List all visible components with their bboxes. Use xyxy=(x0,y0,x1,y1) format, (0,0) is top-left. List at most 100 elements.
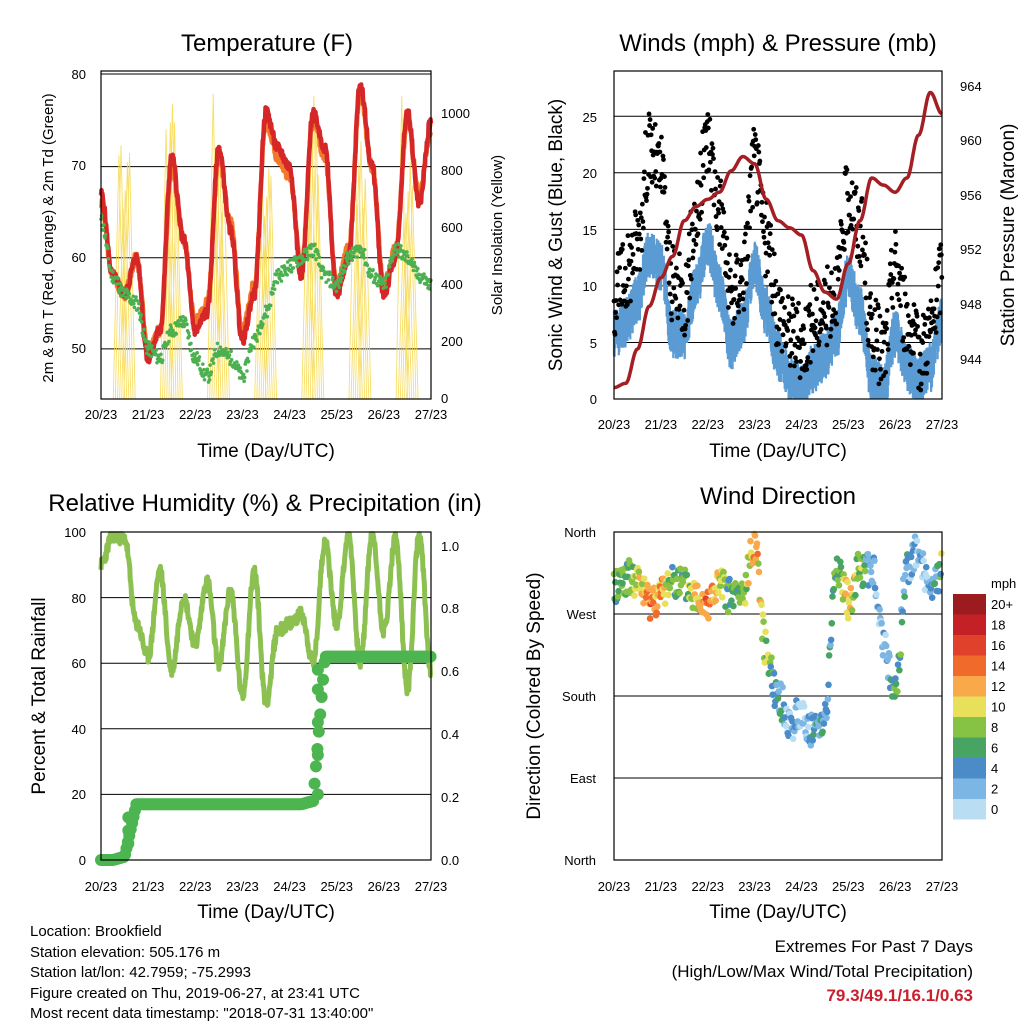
dewpoint-point xyxy=(393,243,397,247)
gust-point xyxy=(715,207,721,212)
dewpoint-point xyxy=(350,246,355,251)
dewpoint-point xyxy=(361,252,366,257)
direction-point xyxy=(847,584,855,592)
dewpoint-point xyxy=(102,223,106,227)
legend-swatch xyxy=(953,635,986,656)
gust-point xyxy=(787,362,793,368)
direction-point xyxy=(640,599,647,607)
winds-plot-area xyxy=(611,90,945,399)
dewpoint-point xyxy=(289,270,294,274)
dewpoint-point xyxy=(337,272,342,277)
dewpoint-point xyxy=(344,250,349,255)
direction-point xyxy=(743,585,750,593)
dewpoint-point xyxy=(154,348,159,352)
dewpoint-point xyxy=(373,275,378,280)
legend-swatch xyxy=(953,594,986,615)
gust-point xyxy=(849,180,855,186)
dewpoint-point xyxy=(331,275,335,280)
direction-point xyxy=(834,576,841,584)
dewpoint-point xyxy=(314,257,318,262)
gust-point xyxy=(891,276,897,282)
dewpoint-point xyxy=(189,341,193,346)
y-tick: South xyxy=(562,689,596,704)
dewpoint-point xyxy=(146,347,150,352)
gust-point xyxy=(867,295,873,300)
y-tick: 15 xyxy=(583,223,597,238)
gust-point xyxy=(794,309,800,315)
gust-point xyxy=(765,240,771,246)
direction-x-label: Time (Day/UTC) xyxy=(709,902,847,923)
gust-point xyxy=(626,276,631,282)
gust-point xyxy=(669,317,675,323)
legend-label: 8 xyxy=(991,720,998,735)
dewpoint-point xyxy=(339,280,343,284)
dewpoint-point xyxy=(345,253,350,258)
dewpoint-point xyxy=(111,281,116,285)
gust-point xyxy=(636,231,642,237)
gust-point xyxy=(719,246,725,252)
temperature-y-label-right: Solar Insolation (Yellow) xyxy=(489,155,506,315)
gust-point xyxy=(720,233,726,239)
gust-point xyxy=(935,265,941,270)
x-tick: 20/23 xyxy=(85,407,118,422)
gust-point xyxy=(790,328,796,334)
gust-point xyxy=(637,267,643,272)
gust-point xyxy=(804,367,810,372)
gust-point xyxy=(664,246,670,252)
dewpoint-point xyxy=(174,332,179,336)
dewpoint-point xyxy=(160,358,165,363)
gust-point xyxy=(660,153,666,159)
extremes-heading: Extremes For Past 7 Days xyxy=(774,937,973,956)
gust-point xyxy=(920,340,926,346)
gust-point xyxy=(649,179,655,185)
gust-point xyxy=(776,326,782,332)
direction-point xyxy=(848,606,856,614)
gust-point xyxy=(792,363,797,369)
gust-point xyxy=(687,295,693,301)
gust-point xyxy=(931,319,936,324)
dewpoint-point xyxy=(201,362,205,366)
x-tick: 23/23 xyxy=(738,879,771,894)
gust-point xyxy=(841,247,847,252)
dewpoint-point xyxy=(305,250,309,254)
gust-point xyxy=(623,283,629,289)
y-tick-right: 0 xyxy=(441,391,448,406)
dewpoint-point xyxy=(315,249,320,253)
gust-point xyxy=(736,297,742,303)
gust-point xyxy=(813,318,819,324)
gust-point xyxy=(680,280,685,286)
dewpoint-point xyxy=(242,375,247,380)
gust-point xyxy=(659,134,664,140)
dewpoint-point xyxy=(159,352,163,357)
dewpoint-point xyxy=(101,228,106,232)
temperature-x-label: Time (Day/UTC) xyxy=(197,441,335,462)
series-station-pressure xyxy=(613,90,943,390)
gust-point xyxy=(835,276,841,282)
dewpoint-point xyxy=(169,325,173,330)
direction-point xyxy=(716,582,724,590)
y-tick-right: 956 xyxy=(960,188,982,203)
gust-point xyxy=(843,171,848,176)
y-tick-right: 0.4 xyxy=(441,727,459,742)
direction-point xyxy=(782,722,790,730)
dewpoint-point xyxy=(313,242,317,247)
series-2m-temperature xyxy=(98,82,434,365)
direction-point xyxy=(861,561,868,569)
gust-point xyxy=(935,283,941,289)
gust-point xyxy=(896,297,902,303)
dewpoint-point xyxy=(197,358,201,363)
direction-point xyxy=(742,571,750,579)
gust-point xyxy=(707,159,713,165)
legend-swatch xyxy=(953,655,986,676)
direction-point xyxy=(823,714,830,722)
gust-point xyxy=(669,299,675,305)
gust-point xyxy=(666,280,672,286)
gust-point xyxy=(790,302,796,308)
x-tick: 21/23 xyxy=(645,417,678,432)
dewpoint-point xyxy=(187,334,192,339)
gust-point xyxy=(634,236,640,242)
gust-point xyxy=(915,324,920,329)
gust-point xyxy=(693,226,698,232)
info-created: Figure created on Thu, 2019-06-27, at 23… xyxy=(30,984,360,1002)
direction-point xyxy=(661,600,669,607)
